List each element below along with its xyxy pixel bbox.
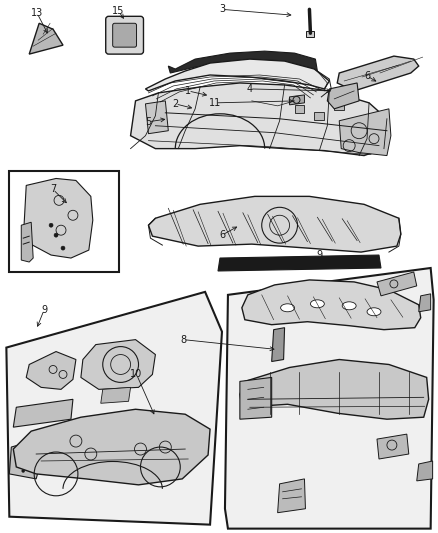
Text: 6: 6 xyxy=(219,230,225,240)
Polygon shape xyxy=(13,399,73,427)
Polygon shape xyxy=(225,268,434,529)
Polygon shape xyxy=(81,340,155,389)
Text: 13: 13 xyxy=(31,9,43,18)
Ellipse shape xyxy=(342,302,356,310)
Text: 15: 15 xyxy=(113,6,125,17)
Text: 7: 7 xyxy=(50,184,56,195)
Polygon shape xyxy=(101,387,131,403)
Polygon shape xyxy=(339,109,391,156)
Text: 11: 11 xyxy=(209,98,221,108)
Polygon shape xyxy=(242,280,421,330)
Text: 9: 9 xyxy=(41,305,47,315)
Polygon shape xyxy=(145,59,329,91)
Text: 10: 10 xyxy=(131,369,143,379)
Bar xyxy=(307,31,314,37)
Text: 3: 3 xyxy=(219,4,225,14)
Polygon shape xyxy=(148,196,401,252)
Polygon shape xyxy=(240,360,429,419)
Polygon shape xyxy=(131,83,387,156)
Circle shape xyxy=(54,233,58,237)
Polygon shape xyxy=(272,328,285,361)
Polygon shape xyxy=(23,179,93,258)
Ellipse shape xyxy=(367,308,381,316)
Circle shape xyxy=(18,463,21,465)
Polygon shape xyxy=(29,23,63,54)
Circle shape xyxy=(61,246,65,250)
Polygon shape xyxy=(21,222,33,262)
Polygon shape xyxy=(9,439,41,479)
Bar xyxy=(334,102,344,110)
Polygon shape xyxy=(377,434,409,459)
Polygon shape xyxy=(290,95,304,105)
Polygon shape xyxy=(327,83,359,109)
Text: 5: 5 xyxy=(145,117,152,127)
Polygon shape xyxy=(7,292,222,524)
Polygon shape xyxy=(278,479,305,513)
Polygon shape xyxy=(240,377,272,419)
Polygon shape xyxy=(419,294,431,312)
Circle shape xyxy=(22,470,25,472)
Polygon shape xyxy=(377,272,417,296)
Text: 6: 6 xyxy=(364,71,370,81)
Text: 8: 8 xyxy=(180,335,186,345)
Bar xyxy=(314,112,324,120)
Polygon shape xyxy=(13,409,210,485)
Polygon shape xyxy=(145,101,168,134)
Text: 4: 4 xyxy=(247,84,253,94)
Ellipse shape xyxy=(311,300,324,308)
Polygon shape xyxy=(337,56,419,91)
Circle shape xyxy=(49,223,53,227)
Text: 2: 2 xyxy=(172,99,178,109)
Ellipse shape xyxy=(281,304,294,312)
Polygon shape xyxy=(9,171,119,272)
Text: 9: 9 xyxy=(316,250,322,260)
Polygon shape xyxy=(168,51,318,77)
Polygon shape xyxy=(417,461,433,481)
Bar xyxy=(294,105,304,113)
FancyBboxPatch shape xyxy=(106,17,144,54)
Circle shape xyxy=(18,456,21,458)
Polygon shape xyxy=(26,352,76,389)
FancyBboxPatch shape xyxy=(113,23,137,47)
Text: 1: 1 xyxy=(185,86,191,96)
Polygon shape xyxy=(218,255,381,271)
